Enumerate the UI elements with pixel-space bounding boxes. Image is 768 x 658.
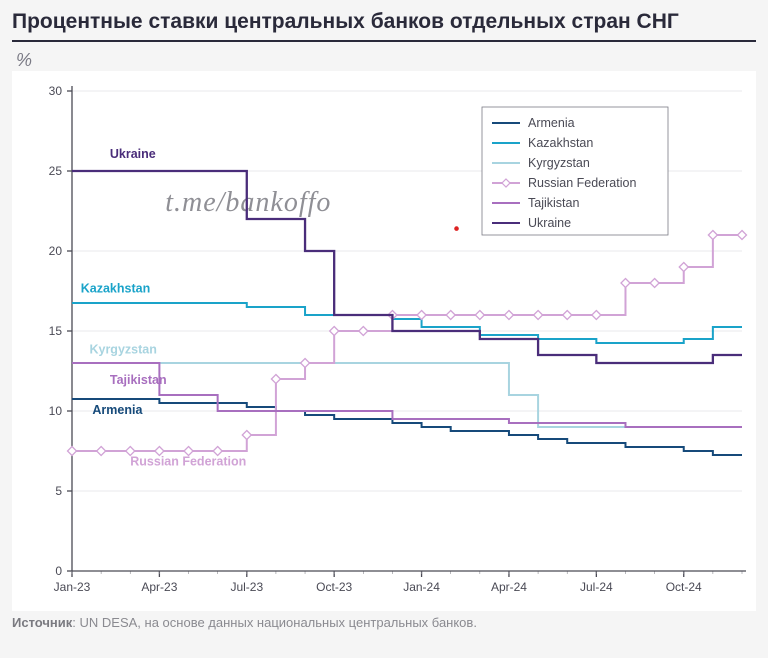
y-axis-label: %	[16, 50, 756, 71]
svg-text:Kazakhstan: Kazakhstan	[528, 136, 593, 150]
svg-text:10: 10	[49, 404, 63, 418]
svg-text:Apr-24: Apr-24	[491, 580, 527, 594]
source-note: Источник: UN DESA, на основе данных наци…	[12, 615, 756, 630]
svg-text:Kazakhstan: Kazakhstan	[81, 282, 150, 296]
svg-text:Russian Federation: Russian Federation	[130, 454, 246, 468]
svg-text:Russian Federation: Russian Federation	[528, 176, 636, 190]
svg-text:15: 15	[49, 324, 63, 338]
svg-text:Kyrgyzstan: Kyrgyzstan	[528, 156, 590, 170]
chart-container: 0 5 10 15 20 25 30 Jan-23 Apr-23 Jul-23 Oct-23 Jan-…	[12, 71, 756, 611]
svg-text:Jan-23: Jan-23	[54, 580, 91, 594]
svg-text:Tajikistan: Tajikistan	[528, 196, 579, 210]
svg-text:Jul-24: Jul-24	[580, 580, 613, 594]
svg-text:Armenia: Armenia	[92, 403, 143, 417]
svg-text:Jan-24: Jan-24	[403, 580, 440, 594]
svg-text:Kyrgyzstan: Kyrgyzstan	[89, 342, 156, 356]
svg-text:25: 25	[49, 164, 63, 178]
svg-text:t.me/bankoffo: t.me/bankoffo	[165, 187, 331, 218]
svg-text:0: 0	[55, 564, 62, 578]
svg-text:30: 30	[49, 84, 63, 98]
rates-step-chart: 0 5 10 15 20 25 30 Jan-23 Apr-23 Jul-23 Oct-23 Jan-…	[12, 71, 756, 611]
svg-text:Oct-24: Oct-24	[666, 580, 702, 594]
svg-text:Armenia: Armenia	[528, 116, 575, 130]
chart-title: Процентные ставки центральных банков отд…	[12, 10, 756, 42]
svg-text:Tajikistan: Tajikistan	[110, 373, 167, 387]
svg-text:Ukraine: Ukraine	[528, 216, 571, 230]
svg-text:Ukraine: Ukraine	[110, 147, 156, 161]
svg-text:5: 5	[55, 484, 62, 498]
svg-text:Oct-23: Oct-23	[316, 580, 352, 594]
svg-text:Apr-23: Apr-23	[141, 580, 177, 594]
svg-text:20: 20	[49, 244, 63, 258]
svg-text:Jul-23: Jul-23	[230, 580, 263, 594]
